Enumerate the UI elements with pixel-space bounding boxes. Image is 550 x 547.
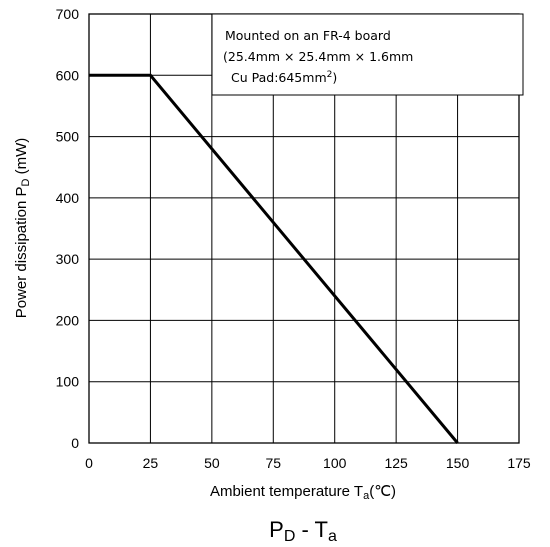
derating-curve bbox=[89, 73, 459, 444]
annotation-close-paren: ) bbox=[332, 70, 337, 85]
x-axis-label-unit: (℃) bbox=[369, 483, 396, 500]
x-tick-label: 0 bbox=[85, 455, 93, 471]
chart-caption: PD - Ta bbox=[269, 517, 337, 545]
y-tick-label: 0 bbox=[71, 435, 79, 451]
x-tick-label: 100 bbox=[323, 455, 347, 471]
y-axis-label-main: Power dissipation P bbox=[13, 187, 30, 319]
annotation-box: Mounted on an FR-4 board (25.4mm × 25.4m… bbox=[211, 13, 524, 96]
caption-p: P bbox=[269, 517, 284, 542]
annotation-cu-pad: Cu Pad:645mm bbox=[231, 70, 327, 85]
x-axis-label: Ambient temperature Ta(℃) bbox=[210, 483, 396, 502]
y-tick-label: 600 bbox=[56, 67, 80, 83]
y-axis-label: Power dissipation PD (mW) bbox=[13, 138, 32, 319]
annotation-line-1: Mounted on an FR-4 board bbox=[225, 28, 391, 43]
y-tick-labels: 0 100 200 300 400 500 600 700 bbox=[56, 6, 80, 451]
caption-t-sub: a bbox=[328, 528, 337, 545]
series-group bbox=[89, 73, 459, 444]
x-axis-label-main: Ambient temperature T bbox=[210, 483, 363, 500]
annotation-background bbox=[211, 13, 524, 96]
x-tick-label: 75 bbox=[265, 455, 281, 471]
x-tick-label: 125 bbox=[384, 455, 408, 471]
x-tick-label: 50 bbox=[204, 455, 220, 471]
x-tick-labels: 0 25 50 75 100 125 150 175 bbox=[85, 455, 531, 471]
y-tick-label: 100 bbox=[56, 374, 80, 390]
x-tick-label: 25 bbox=[143, 455, 159, 471]
caption-p-sub: D bbox=[284, 528, 296, 545]
y-axis-label-sub: D bbox=[20, 179, 32, 187]
y-tick-label: 700 bbox=[56, 6, 80, 22]
y-tick-label: 300 bbox=[56, 251, 80, 267]
annotation-line-2: (25.4mm × 25.4mm × 1.6mm bbox=[223, 49, 413, 64]
annotation-superscript: 2 bbox=[327, 70, 333, 80]
caption-dash-t: - T bbox=[295, 517, 328, 542]
x-axis-label-sub: a bbox=[363, 490, 370, 502]
x-tick-label: 175 bbox=[507, 455, 531, 471]
annotation-line-3: Cu Pad:645mm2) bbox=[231, 70, 337, 85]
y-tick-label: 400 bbox=[56, 190, 80, 206]
y-tick-label: 200 bbox=[56, 312, 80, 328]
x-tick-label: 150 bbox=[446, 455, 470, 471]
y-tick-label: 500 bbox=[56, 129, 80, 145]
y-axis-label-unit: (mW) bbox=[13, 138, 30, 179]
